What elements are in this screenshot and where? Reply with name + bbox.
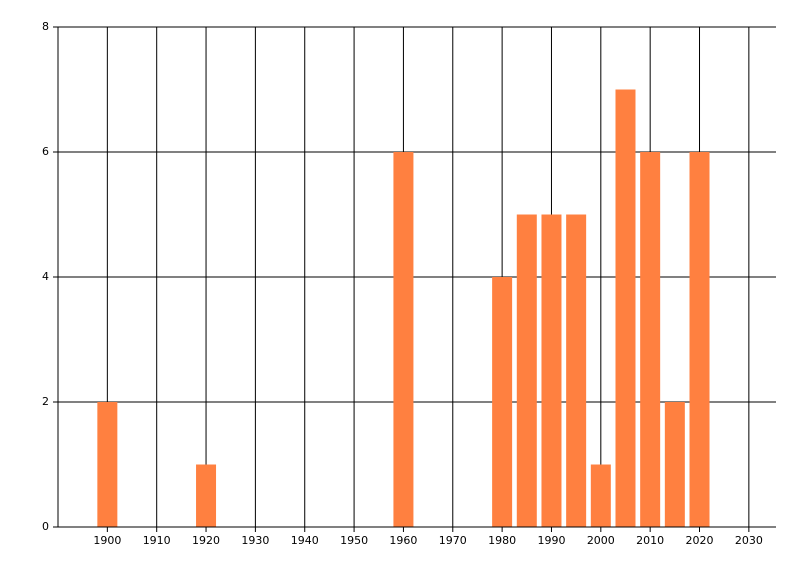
bar xyxy=(664,402,685,527)
bar xyxy=(689,152,710,527)
y-tick-label: 0 xyxy=(42,520,49,533)
bar xyxy=(492,277,513,527)
x-tick-label: 1980 xyxy=(488,534,516,547)
bar xyxy=(541,214,562,527)
y-tick-label: 2 xyxy=(42,395,49,408)
x-tick-label: 1930 xyxy=(241,534,269,547)
x-tick-label: 1960 xyxy=(389,534,417,547)
x-tick-label: 1970 xyxy=(439,534,467,547)
bar xyxy=(566,214,587,527)
x-tick-label: 1900 xyxy=(93,534,121,547)
bar xyxy=(516,214,537,527)
y-tick-label: 4 xyxy=(42,270,49,283)
x-tick-label: 1920 xyxy=(192,534,220,547)
y-tick-label: 8 xyxy=(42,20,49,33)
bar xyxy=(640,152,661,527)
x-tick-label: 2020 xyxy=(686,534,714,547)
bar xyxy=(393,152,414,527)
y-tick-label: 6 xyxy=(42,145,49,158)
bar xyxy=(196,464,217,527)
x-tick-label: 1950 xyxy=(340,534,368,547)
x-tick-label: 1990 xyxy=(537,534,565,547)
x-tick-label: 2000 xyxy=(587,534,615,547)
bar xyxy=(615,89,636,527)
x-tick-label: 1940 xyxy=(291,534,319,547)
bar xyxy=(590,464,611,527)
x-tick-label: 2010 xyxy=(636,534,664,547)
x-tick-label: 1910 xyxy=(143,534,171,547)
x-tick-label: 2030 xyxy=(735,534,763,547)
bar xyxy=(97,402,118,527)
